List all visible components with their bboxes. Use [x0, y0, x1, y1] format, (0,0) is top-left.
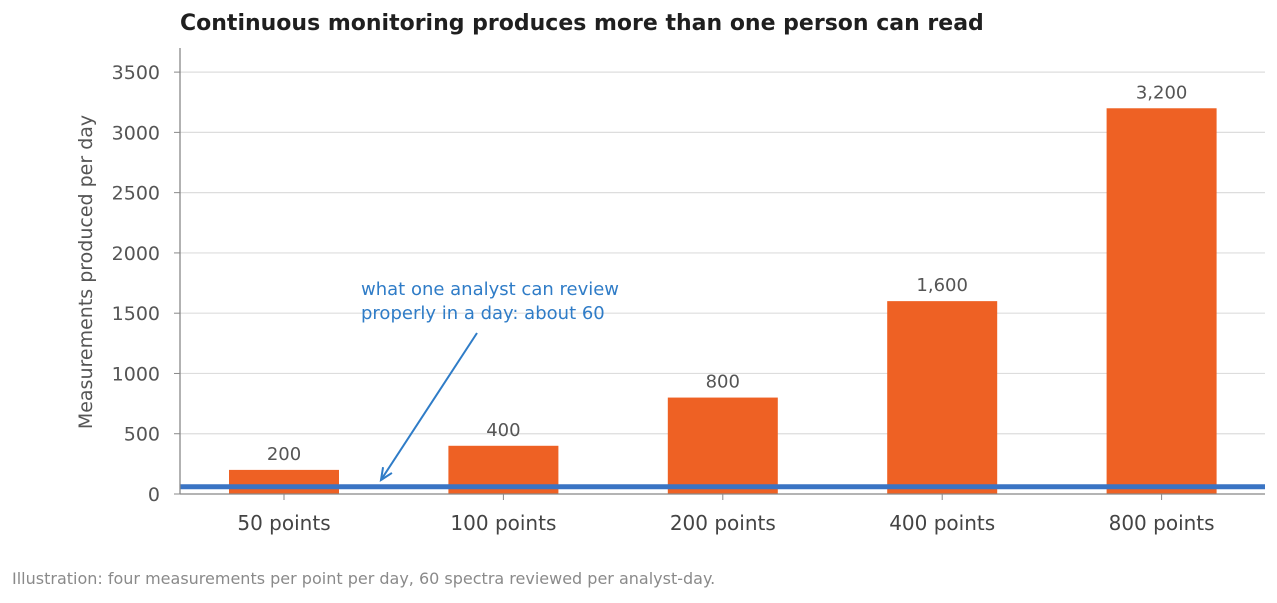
- bar-800-points: [1106, 108, 1217, 495]
- data-label: 1,600: [916, 275, 968, 296]
- x-tick-label: 400 points: [889, 511, 995, 535]
- y-tick-label: 0: [148, 484, 160, 506]
- bar-50-points: [229, 469, 339, 494]
- x-tick-label: 100 points: [450, 511, 556, 535]
- y-tick-label: 500: [124, 424, 160, 446]
- footnote: Illustration: four measurements per poin…: [12, 569, 715, 588]
- x-tick-label: 800 points: [1109, 511, 1215, 535]
- x-tick-label: 50 points: [237, 511, 330, 535]
- y-tick-label: 3500: [112, 62, 160, 84]
- annotation-text-line: what one analyst can review: [361, 279, 619, 300]
- axes: 0 500 1000 1500 2000 2500 3000 3500 50 points 100…: [112, 48, 1265, 535]
- bars: [229, 108, 1217, 495]
- y-tick-label: 1000: [112, 363, 160, 385]
- data-label: 800: [706, 372, 740, 393]
- data-label: 3,200: [1136, 82, 1188, 103]
- y-tick-label: 2000: [112, 243, 160, 265]
- y-tick-label: 3000: [112, 122, 160, 144]
- bar-200-points: [667, 397, 778, 494]
- annotation-arrow-head: [379, 467, 393, 483]
- y-axis-label: Measurements produced per day: [75, 115, 97, 429]
- data-label: 400: [486, 420, 520, 441]
- reference-line-group: what one analyst can review properly in a…: [180, 279, 1265, 490]
- bar-400-points: [887, 301, 998, 494]
- annotation-arrow-shaft: [380, 332, 478, 481]
- data-label: 200: [267, 444, 301, 465]
- y-tick-label: 1500: [112, 303, 160, 325]
- data-labels: 200 400 800 1,600 3,200: [267, 82, 1188, 465]
- x-tick-label: 200 points: [670, 511, 776, 535]
- y-tick-label: 2500: [112, 183, 160, 205]
- grid-lines: [180, 71, 1265, 435]
- chart-title: Continuous monitoring produces more than…: [180, 11, 984, 36]
- annotation-text-line: properly in a day: about 60: [361, 303, 605, 324]
